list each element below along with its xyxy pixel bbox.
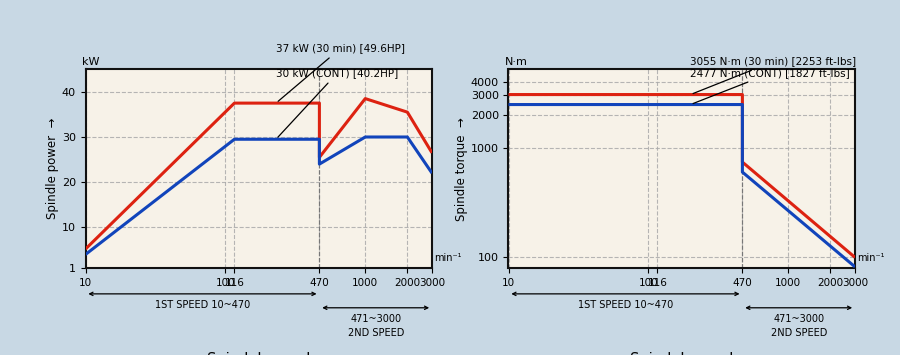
Y-axis label: Spindle power  →: Spindle power →	[46, 118, 58, 219]
Text: 30 kW (CONT) [40.2HP]: 30 kW (CONT) [40.2HP]	[276, 68, 398, 137]
Text: N·m: N·m	[505, 57, 528, 67]
Text: 2477 N·m (CONT) [1827 ft-lbs]: 2477 N·m (CONT) [1827 ft-lbs]	[690, 68, 850, 104]
Text: 471~3000: 471~3000	[773, 314, 824, 324]
Text: 3055 N·m (30 min) [2253 ft-lbs]: 3055 N·m (30 min) [2253 ft-lbs]	[690, 56, 857, 93]
Text: Spindel speed: Spindel speed	[207, 351, 310, 355]
Text: Spindel speed: Spindel speed	[630, 351, 734, 355]
Text: 2ND SPEED: 2ND SPEED	[347, 328, 404, 338]
Text: min⁻¹: min⁻¹	[434, 253, 461, 263]
Text: 471~3000: 471~3000	[350, 314, 401, 324]
Text: 1ST SPEED 10~470: 1ST SPEED 10~470	[578, 300, 673, 310]
Text: min⁻¹: min⁻¹	[857, 253, 884, 263]
Text: 2ND SPEED: 2ND SPEED	[770, 328, 827, 338]
Y-axis label: Spindle torque  →: Spindle torque →	[454, 117, 468, 220]
Text: 37 kW (30 min) [49.6HP]: 37 kW (30 min) [49.6HP]	[276, 43, 405, 101]
Text: kW: kW	[82, 57, 100, 67]
Text: 1ST SPEED 10~470: 1ST SPEED 10~470	[155, 300, 250, 310]
